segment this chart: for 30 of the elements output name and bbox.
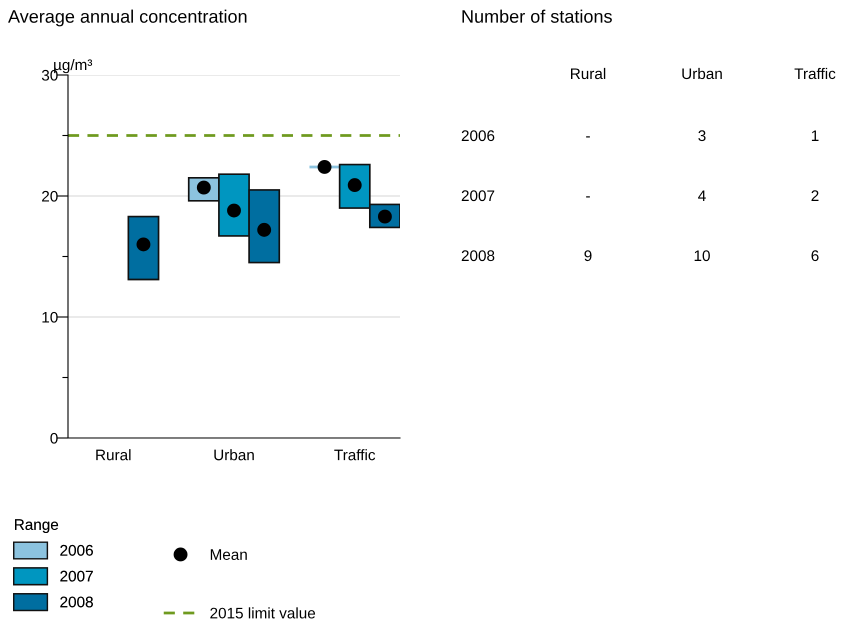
text: 6 <box>812 250 819 262</box>
chart-title: Average annual concentration <box>8 10 246 26</box>
text: 3 <box>698 130 706 142</box>
text: 2007 <box>462 190 494 202</box>
text: Number of stations <box>462 10 612 23</box>
y-tick-label: 10 <box>42 312 58 323</box>
text: 10 <box>694 250 710 262</box>
category-label: Rural <box>571 68 606 80</box>
text: 1 <box>812 130 819 141</box>
legend-label: 2007 <box>60 570 93 582</box>
category-label: Traffic <box>794 68 836 80</box>
legend-label: 2008 <box>60 596 93 608</box>
x-tick-label: Rural <box>96 449 131 460</box>
text: 2 <box>812 190 818 201</box>
text: 2006 <box>462 130 494 142</box>
legend-label: Mean <box>210 549 247 560</box>
category-label: Urban <box>682 68 722 80</box>
text: - <box>586 196 590 198</box>
text: 2008 <box>462 250 494 262</box>
bar <box>128 216 160 280</box>
y-tick-label: 0 <box>50 432 58 444</box>
x-tick-label: Urban <box>214 449 254 460</box>
x-tick-label: Traffic <box>334 449 376 460</box>
legend-label: 2006 <box>60 544 93 556</box>
legend-label: 2015 limit value <box>210 607 316 619</box>
text: 4 <box>698 190 706 201</box>
y-tick-label: 20 <box>42 190 58 202</box>
text: - <box>586 136 590 138</box>
text: 9 <box>584 250 592 262</box>
legend-title: Range <box>15 519 58 533</box>
